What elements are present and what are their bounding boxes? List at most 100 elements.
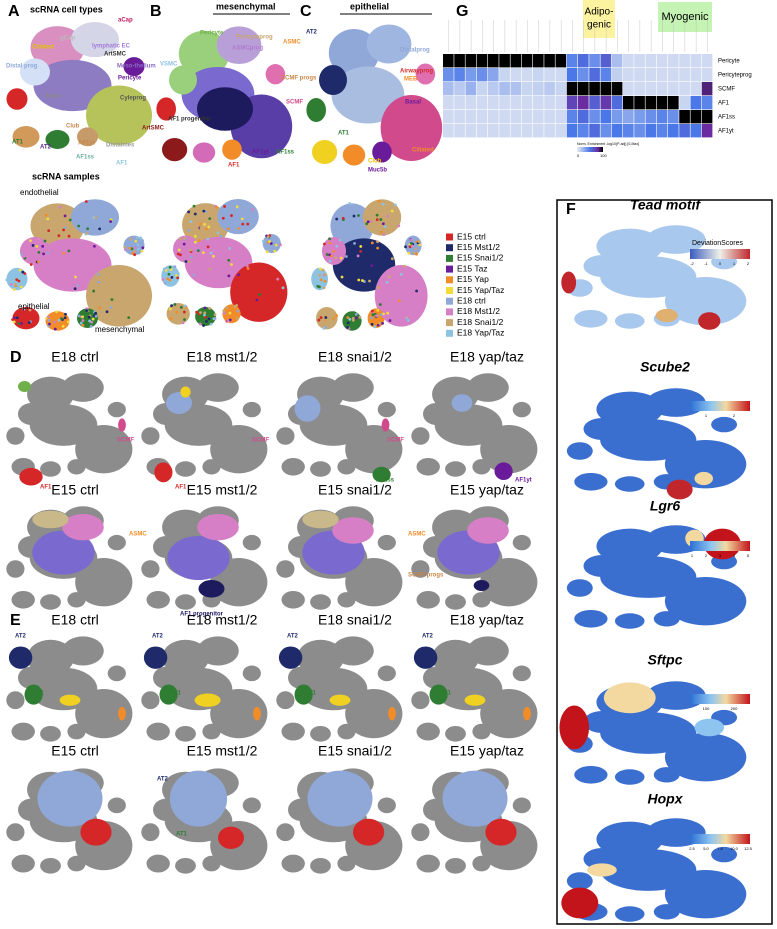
umap-dot: [381, 315, 385, 319]
legend-swatch: [446, 276, 453, 284]
umap-cluster: [86, 85, 152, 145]
umap-cluster: [242, 797, 261, 814]
umap-dot: [361, 279, 364, 282]
umap-dot: [274, 243, 278, 247]
legend-swatch: [446, 319, 453, 327]
umap-dot: [380, 230, 383, 234]
heatmap-cell: [668, 68, 679, 82]
umap-dot: [12, 275, 16, 279]
umap-dot: [189, 255, 193, 259]
legend-swatch: [446, 233, 453, 241]
umap-cluster: [366, 24, 412, 64]
umap-highlight: [80, 818, 112, 846]
label: scRNA samples: [32, 171, 100, 181]
umap-dot: [366, 220, 370, 224]
umap-dot: [246, 267, 250, 270]
umap-cluster: [162, 639, 209, 676]
umap-dot: [58, 205, 62, 209]
heatmap-cell: [533, 82, 544, 96]
label: mesenchymal: [95, 325, 145, 334]
umap-highlight: [24, 684, 43, 705]
umap-cluster: [337, 459, 356, 475]
umap-dot: [176, 252, 180, 256]
umap-cluster: [297, 639, 344, 676]
heatmap-cell: [611, 54, 623, 68]
umap-dot: [204, 315, 208, 319]
umap-highlight: [429, 684, 448, 705]
umap-highlight: [169, 770, 228, 827]
umap-highlight: [253, 706, 261, 721]
umap-cluster: [281, 722, 305, 741]
heatmap-cell: [566, 96, 578, 110]
umap-cluster: [566, 579, 593, 597]
umap-dot: [375, 314, 378, 318]
umap-dot: [352, 311, 356, 315]
colorbar: [690, 541, 750, 551]
heatmap-cell: [510, 124, 522, 138]
umap-dot: [213, 316, 217, 320]
heatmap-cell: [544, 96, 555, 110]
umap-dot: [193, 234, 197, 238]
umap-dot: [346, 321, 350, 325]
heatmap-cell: [510, 82, 522, 96]
heatmap-cell: [555, 110, 567, 124]
umap-cluster: [411, 823, 430, 842]
umap-dot: [205, 227, 208, 231]
umap-dot: [126, 241, 130, 245]
umap-highlight: [118, 706, 126, 721]
umap-cluster: [583, 848, 621, 870]
heatmap-cell: [668, 110, 679, 124]
heatmap-cell: [476, 110, 488, 124]
heatmap-cell: [521, 124, 533, 138]
heatmap-cell: [476, 124, 488, 138]
heatmap-cell: [544, 54, 555, 68]
umap-highlight: [442, 770, 508, 827]
umap-dot: [62, 228, 66, 232]
label: Pericyteprog: [236, 35, 273, 41]
label: E18 Yap/Taz: [457, 328, 504, 338]
umap-dot: [17, 322, 21, 325]
umap-dot: [354, 316, 358, 320]
heatmap-cell: [623, 68, 634, 82]
umap-dot: [17, 279, 21, 283]
umap-dot: [225, 306, 229, 310]
heatmap-cell: [510, 68, 522, 82]
legend-swatch: [446, 308, 453, 316]
label: Lgr6: [650, 498, 681, 514]
umap-cluster: [664, 870, 747, 919]
umap-cluster: [432, 639, 479, 676]
heatmap-cell: [679, 96, 690, 110]
umap-cluster: [202, 459, 221, 475]
umap-cluster: [20, 237, 50, 265]
umap-highlight: [118, 418, 126, 432]
umap-cluster: [222, 139, 242, 160]
umap-dot: [169, 268, 173, 271]
umap-cluster: [664, 440, 747, 489]
umap-dot: [203, 311, 207, 315]
colorbar: [690, 249, 750, 259]
umap-dot: [182, 310, 186, 314]
umap-cluster: [281, 591, 305, 609]
label: epithelial: [350, 1, 389, 11]
umap-dot: [394, 203, 397, 207]
heatmap-cell: [499, 82, 510, 96]
heatmap-cell: [510, 54, 522, 68]
umap-highlight: [307, 770, 373, 827]
umap-dot: [245, 264, 249, 268]
umap-dot: [88, 319, 91, 323]
umap-dot: [378, 303, 382, 306]
umap-dot: [180, 305, 183, 309]
umap-dot: [279, 243, 282, 247]
heatmap-cell: [690, 110, 702, 124]
umap-dot: [128, 246, 132, 250]
heatmap-cell: [510, 96, 522, 110]
label: epithelial: [18, 302, 50, 311]
umap-dot: [22, 254, 26, 258]
umap-dot: [98, 227, 102, 231]
umap-dot: [230, 214, 233, 217]
umap-dot: [226, 227, 230, 231]
label: F: [566, 201, 576, 218]
umap-dot: [206, 237, 210, 241]
label: 5.0: [703, 846, 709, 851]
umap-dot: [404, 245, 407, 249]
